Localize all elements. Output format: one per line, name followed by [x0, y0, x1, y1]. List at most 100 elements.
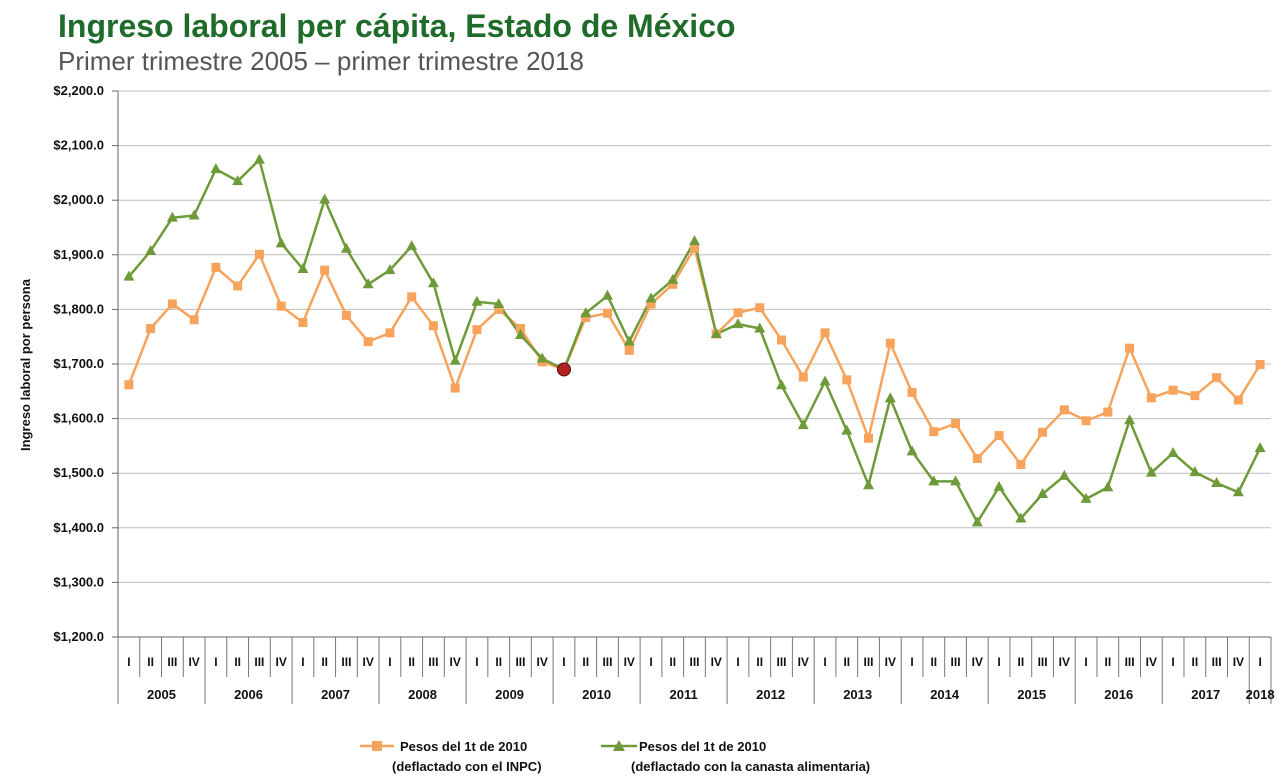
quarter-label: I [388, 655, 391, 669]
quarter-label: I [127, 655, 130, 669]
quarter-label: III [1125, 655, 1135, 669]
canasta-point [1058, 469, 1070, 480]
inpc-point [602, 308, 612, 318]
canasta-point [689, 235, 700, 246]
canasta-point [1080, 492, 1092, 503]
series-inpc-line [127, 244, 1262, 467]
y-tick-label: $1,700.0 [53, 356, 104, 371]
quarter-label: IV [1233, 655, 1244, 669]
inpc-point [994, 431, 1004, 441]
series-lines [127, 157, 1262, 525]
inpc-point [1168, 385, 1178, 395]
quarter-label: III [777, 655, 787, 669]
inpc-point [254, 249, 264, 259]
inpc-point [777, 335, 787, 345]
inpc-point [515, 324, 525, 334]
inpc-point [1190, 391, 1200, 401]
inpc-point [842, 375, 852, 385]
quarter-label: III [341, 655, 351, 669]
canasta-point [884, 392, 896, 403]
canasta-point [950, 475, 962, 486]
y-tick-label: $1,300.0 [53, 574, 104, 589]
year-label: 2013 [843, 687, 872, 702]
quarter-label: III [254, 655, 264, 669]
year-label: 2010 [582, 687, 611, 702]
canasta-point [253, 153, 265, 164]
year-label: 2015 [1017, 687, 1046, 702]
inpc-point [428, 321, 438, 331]
inpc-point [146, 324, 156, 334]
inpc-point [907, 387, 917, 397]
y-tick-label: $1,600.0 [53, 411, 104, 426]
inpc-point [167, 299, 177, 309]
chart-title: Ingreso laboral per cápita, Estado de Mé… [58, 8, 736, 44]
inpc-point [124, 380, 134, 390]
legend-inpc-marker [372, 741, 382, 751]
canasta-point [971, 516, 983, 527]
canasta-point [732, 318, 744, 329]
x-axis-categories: I II III IV I II III IV I II III IV I II III IV I II III IV… [117, 636, 1275, 704]
series-canasta-line [127, 157, 1262, 525]
year-label: 2014 [930, 687, 960, 702]
quarter-label: I [301, 655, 304, 669]
inpc-point [733, 308, 743, 318]
inpc-point [951, 419, 961, 429]
canasta-point [297, 262, 309, 273]
canasta-point [1145, 466, 1157, 477]
canasta-point [928, 475, 940, 486]
inpc-point [407, 292, 417, 302]
quarter-label: II [582, 655, 589, 669]
canasta-point [1232, 486, 1244, 497]
y-tick-label: $1,200.0 [53, 629, 104, 644]
quarter-label: IV [1059, 655, 1070, 669]
canasta-point [754, 322, 766, 333]
inpc-point [1125, 343, 1135, 353]
canasta-point [471, 295, 483, 306]
quarter-label: IV [798, 655, 809, 669]
inpc-point [929, 427, 939, 437]
canasta-point [1037, 487, 1049, 498]
legend-inpc-label: Pesos del 1t de 2010 [400, 739, 527, 754]
quarter-label: IV [275, 655, 286, 669]
y-tick-label: $2,000.0 [53, 192, 104, 207]
canasta-point [863, 479, 875, 490]
quarter-label: IV [537, 655, 548, 669]
canasta-point [797, 419, 809, 430]
canasta-point [340, 242, 352, 253]
legend-inpc-label-line2: (deflactado con el INPC) [392, 759, 542, 774]
canasta-point [232, 175, 244, 186]
y-axis-ticks: $1,200.0 $1,300.0 $1,400.0 $1,500.0 $1,600.0… [53, 83, 104, 644]
canasta-point [1124, 414, 1136, 425]
quarter-label: I [649, 655, 652, 669]
canasta-point [776, 379, 788, 390]
legend-canasta-marker [613, 740, 625, 751]
inpc-point [1233, 395, 1243, 405]
quarter-label: III [689, 655, 699, 669]
inpc-point [798, 372, 808, 382]
inpc-point [1103, 407, 1113, 417]
year-label: 2007 [321, 687, 350, 702]
chart-subtitle: Primer trimestre 2005 – primer trimestre… [58, 46, 584, 76]
quarter-label: III [167, 655, 177, 669]
canasta-point [710, 327, 722, 338]
canasta-point [514, 329, 526, 340]
quarter-label: IV [450, 655, 461, 669]
year-label: 2008 [408, 687, 437, 702]
quarter-label: II [1105, 655, 1112, 669]
canasta-point [210, 163, 222, 174]
quarter-label: I [214, 655, 217, 669]
inpc-point [690, 243, 699, 253]
inpc-point [233, 281, 243, 291]
y-tick-label: $1,800.0 [53, 301, 104, 316]
quarter-label: III [428, 655, 438, 669]
inpc-point [1081, 416, 1091, 426]
quarter-label: IV [188, 655, 199, 669]
quarter-label: II [321, 655, 328, 669]
quarter-label: I [562, 655, 565, 669]
quarter-label: I [910, 655, 913, 669]
quarter-label: I [1171, 655, 1174, 669]
canasta-point [493, 297, 505, 308]
inpc-point [581, 313, 591, 323]
inpc-point [820, 328, 830, 338]
legend-canasta-label: Pesos del 1t de 2010 [639, 739, 766, 754]
